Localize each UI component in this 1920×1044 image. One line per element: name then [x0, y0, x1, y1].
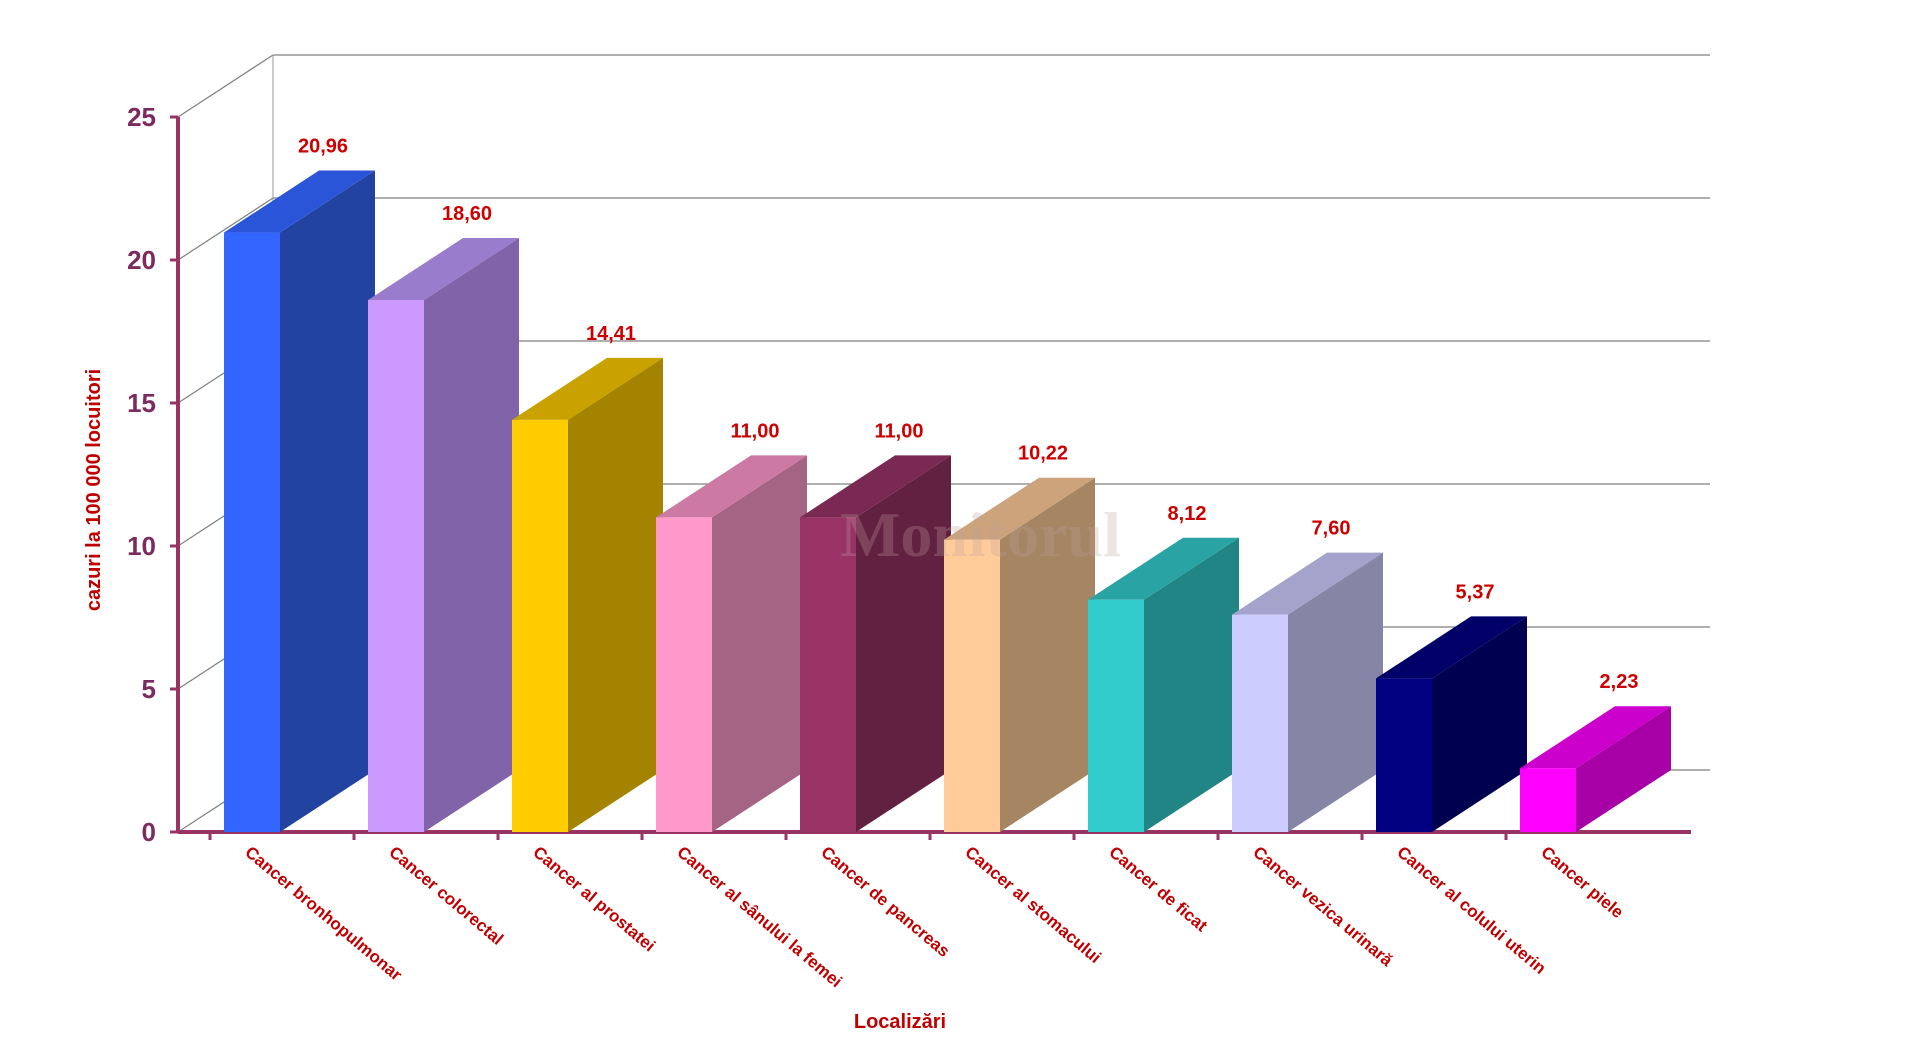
bar — [512, 357, 663, 832]
bar-front-face — [368, 300, 424, 832]
bar — [368, 238, 519, 833]
bar-top-face — [656, 455, 807, 518]
bar-top-face — [944, 477, 1095, 540]
x-tick-label: Cancer piele — [1537, 843, 1627, 923]
bar-top-face — [1232, 552, 1383, 615]
data-label: 11,00 — [875, 420, 924, 442]
bar-top-face — [368, 238, 519, 301]
bar-front-face — [224, 232, 280, 832]
x-tick-label: Cancer al stomacului — [961, 843, 1104, 967]
x-axis-title: Localizări — [854, 1011, 946, 1033]
bar-front-face — [1376, 678, 1432, 832]
bar-front-face — [1088, 599, 1144, 832]
bar-front-face — [656, 517, 712, 832]
bar-side-face — [1288, 552, 1383, 832]
data-label: 7,60 — [1312, 518, 1351, 540]
x-tick-label: Cancer al sânului la femei — [673, 843, 845, 992]
bar-top-face — [512, 357, 663, 420]
bar-top-face — [1376, 616, 1527, 679]
bar-side-face — [712, 455, 807, 832]
bar-side-face — [568, 357, 663, 832]
gridline-diagonal — [177, 197, 274, 261]
data-label: 2,23 — [1600, 671, 1639, 693]
y-tick-label: 20 — [127, 245, 156, 275]
watermark-text: Monitorul — [840, 499, 1121, 570]
data-label: 14,41 — [586, 323, 636, 345]
x-tick-label: Cancer de pancreas — [817, 843, 953, 961]
bar-front-face — [1520, 768, 1576, 832]
bar-side-face — [1144, 537, 1239, 832]
y-tick-label: 0 — [142, 817, 156, 847]
bar-side-face — [424, 238, 519, 833]
y-tick-label: 15 — [127, 388, 156, 418]
bar-side-face — [1432, 616, 1527, 832]
gridline-diagonal — [177, 54, 274, 118]
bar-side-face — [1576, 706, 1671, 832]
bar-front-face — [944, 539, 1000, 832]
y-axis-title: cazuri la 100 000 locuitori — [83, 369, 105, 611]
bar-side-face — [856, 455, 951, 832]
bar-front-face — [800, 517, 856, 832]
data-label: 20,96 — [298, 136, 348, 158]
x-tick-label: Cancer bronhopulmonar — [241, 843, 405, 985]
bar-side-face — [1000, 477, 1095, 832]
bar — [1376, 616, 1527, 832]
x-tick-label: Cancer al prostatei — [529, 843, 658, 956]
bar — [944, 477, 1095, 832]
bar-side-face — [280, 170, 375, 832]
bar-front-face — [512, 419, 568, 832]
data-label: 8,12 — [1168, 503, 1207, 525]
bar — [224, 170, 375, 832]
data-label: 10,22 — [1018, 443, 1068, 465]
bar-top-face — [224, 170, 375, 233]
bar — [1088, 537, 1239, 832]
bar — [1232, 552, 1383, 832]
y-tick-label: 10 — [127, 531, 156, 561]
data-label: 18,60 — [442, 203, 492, 225]
x-tick-label: Cancer colorectal — [385, 843, 507, 949]
data-label: 11,00 — [731, 420, 780, 442]
bar — [800, 455, 951, 832]
x-tick-label: Cancer al colului uterin — [1393, 843, 1549, 978]
y-tick-label: 25 — [127, 102, 156, 132]
axes — [170, 115, 1691, 840]
y-tick-label: 5 — [142, 674, 156, 704]
bars — [224, 170, 1671, 833]
bar-top-face — [1520, 706, 1671, 769]
bar-top-face — [800, 455, 951, 518]
bar — [656, 455, 807, 832]
x-tick-label: Cancer vezica urinară — [1249, 843, 1396, 971]
data-label: 5,37 — [1456, 581, 1495, 603]
bar — [1520, 706, 1671, 832]
bar-top-face — [1088, 537, 1239, 600]
x-tick-label: Cancer de ficat — [1105, 843, 1211, 936]
bar-front-face — [1232, 614, 1288, 832]
